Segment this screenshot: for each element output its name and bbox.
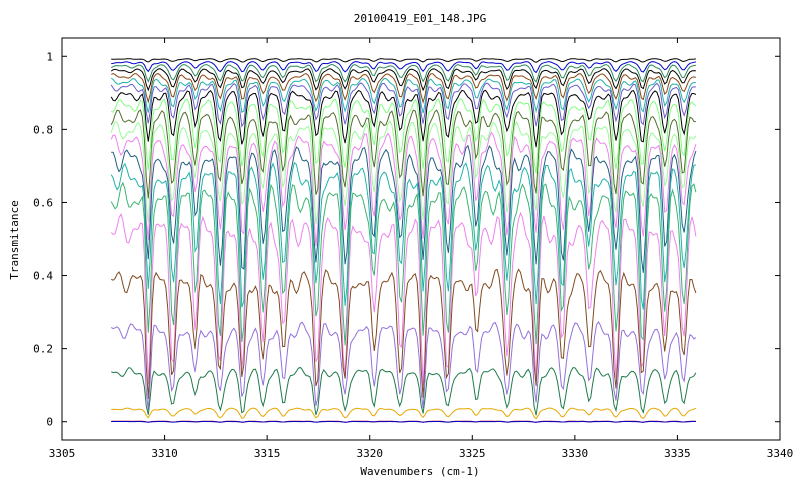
series-line [111,420,696,423]
series-line [110,120,697,225]
x-axis-label: Wavenumbers (cm-1) [360,465,479,478]
plot-area-frame [61,37,781,441]
series-line [110,211,697,386]
series-lines [110,58,697,423]
y-tick-label: 0.2 [33,343,53,356]
y-tick-label: 0.6 [33,196,53,209]
y-tick-label: 1 [46,50,53,63]
series-line [110,181,697,346]
series-line [111,98,697,174]
series-line [111,73,697,105]
y-tick-label: 0.4 [33,270,53,283]
y-tick-label: 0.8 [33,123,53,136]
series-line [110,161,696,310]
x-tick-label: 3320 [356,447,383,460]
chart-title: 20100419_E01_148.JPG [354,12,486,25]
series-line [111,407,697,420]
y-tick-label: 0 [46,416,53,429]
series-line [110,77,696,114]
series-line [110,131,697,246]
series-line [110,63,696,83]
series-line [110,68,696,92]
x-tick-label: 3325 [459,447,486,460]
x-tick-label: 3310 [151,447,178,460]
series-line [110,109,696,199]
series-line [110,321,697,411]
series-line [110,82,696,128]
series-line [110,89,697,148]
x-tick-label: 3305 [49,447,76,460]
axis-ticks: 3305 3310 3315 3320 3325 3330 3335 3340 0 0.2 0.4 0… [33,38,793,460]
y-axis-label: Transmitance [8,200,21,279]
x-tick-label: 3335 [664,447,691,460]
series-line [110,366,697,416]
series-line [111,61,696,74]
x-tick-label: 3330 [562,447,589,460]
series-line [111,144,697,273]
x-tick-label: 3340 [767,447,794,460]
series-line [111,58,696,63]
series-line [111,268,697,399]
x-tick-label: 3315 [254,447,281,460]
